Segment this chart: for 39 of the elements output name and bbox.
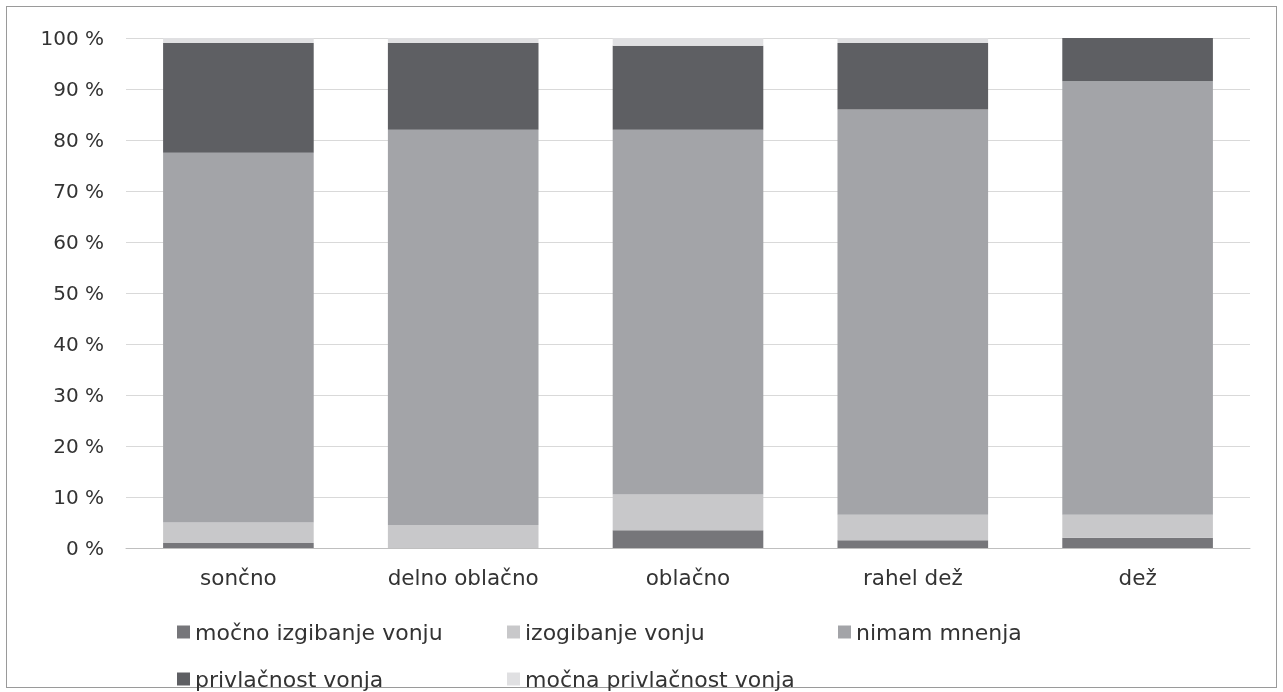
bar xyxy=(387,43,539,130)
y-tick-label: 70 % xyxy=(53,179,104,203)
legend-label: močna privlačnost vonja xyxy=(525,666,795,692)
bar xyxy=(612,530,764,548)
y-tick-label: 50 % xyxy=(53,281,104,305)
bar xyxy=(163,542,314,548)
x-tick-label: rahel dež xyxy=(862,564,963,590)
bar xyxy=(1062,38,1213,82)
bar xyxy=(612,45,764,130)
bar xyxy=(1062,81,1213,515)
y-tick-label: 60 % xyxy=(53,230,104,254)
legend-label: privlačnost vonja xyxy=(195,666,384,692)
bar xyxy=(1062,514,1213,538)
y-tick-label: 90 % xyxy=(53,77,104,101)
y-tick-label: 10 % xyxy=(53,485,104,509)
bar xyxy=(612,494,764,531)
bar xyxy=(163,152,314,523)
bar xyxy=(837,43,989,110)
y-tick-label: 20 % xyxy=(53,434,104,458)
legend-label: izogibanje vonju xyxy=(525,619,705,645)
y-tick-label: 40 % xyxy=(53,332,104,356)
y-tick-label: 100 % xyxy=(40,26,104,50)
bar xyxy=(163,522,314,543)
bar xyxy=(612,129,764,495)
bar xyxy=(837,540,989,548)
bar xyxy=(1062,537,1213,548)
x-tick-label: oblačno xyxy=(645,564,731,590)
x-tick-label: dež xyxy=(1118,564,1157,590)
legend-label: močno izgibanje vonju xyxy=(195,619,443,645)
y-tick-label: 0 % xyxy=(65,536,104,560)
bar xyxy=(837,514,989,541)
x-tick-label: sončno xyxy=(200,564,277,590)
bar xyxy=(163,43,314,153)
legend-label: nimam mnenja xyxy=(856,619,1022,645)
bar xyxy=(837,109,989,515)
y-tick-label: 30 % xyxy=(53,383,104,407)
x-tick-label: delno oblačno xyxy=(387,564,539,590)
bar xyxy=(387,129,539,526)
y-tick-label: 80 % xyxy=(53,128,104,152)
